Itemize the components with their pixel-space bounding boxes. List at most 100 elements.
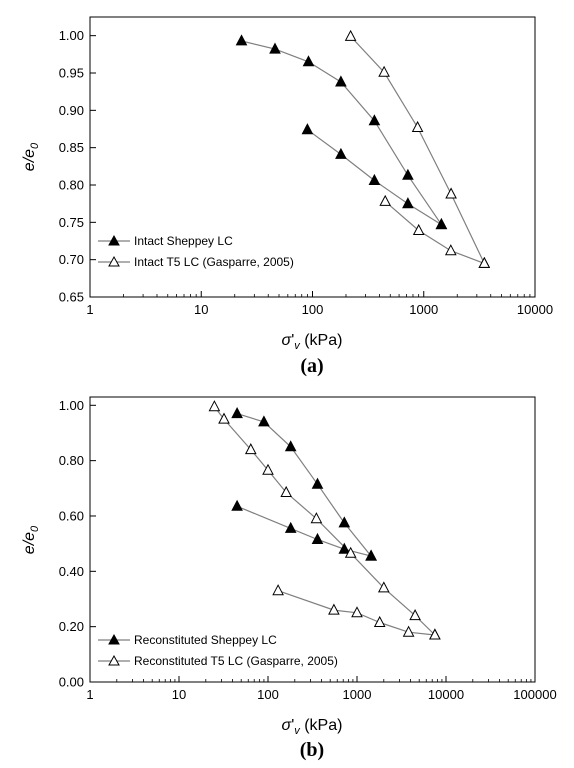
data-point-a-0-0	[235, 34, 248, 46]
y-tick-label-a-1: 0.70	[59, 252, 84, 267]
y-tick-label-b-3: 0.60	[59, 508, 84, 523]
data-point-b-1-6	[344, 546, 357, 558]
data-point-b-1-4	[280, 485, 293, 497]
legend-b-marker-0	[108, 633, 120, 645]
data-point-a-1-2	[411, 120, 424, 132]
legend-b-label-1: Reconstituted T5 LC (Gasparre, 2005)	[134, 654, 338, 668]
data-point-a-1-7	[444, 244, 457, 256]
data-point-b-1-11	[328, 603, 340, 615]
x-tick-label-b-4: 10000	[428, 687, 464, 702]
data-point-b-0-7	[284, 521, 297, 533]
panel-label-b: (b)	[300, 739, 324, 761]
data-point-b-1-8	[409, 609, 421, 621]
data-point-b-1-15	[429, 628, 441, 640]
data-point-a-0-9	[368, 173, 381, 185]
data-point-b-0-2	[284, 440, 297, 452]
data-point-a-0-7	[301, 123, 314, 135]
legend-b: Reconstituted Sheppey LC Reconstituted T…	[98, 633, 338, 668]
data-point-b-1-13	[373, 615, 386, 627]
legend-a: Intact Sheppey LC Intact T5 LC (Gasparre…	[98, 234, 294, 269]
x-tick-label-b-1: 10	[172, 687, 186, 702]
y-tick-label-a-5: 0.90	[59, 103, 84, 118]
x-ticks-b: 1 10 100 1000 10000 100000	[86, 676, 557, 702]
data-point-b-1-5	[310, 512, 323, 524]
data-point-b-1-0	[208, 400, 221, 412]
data-point-b-0-8	[311, 532, 324, 544]
y-tick-label-b-0: 0.00	[59, 675, 84, 690]
data-point-a-1-1	[378, 65, 390, 77]
data-point-b-0-1	[258, 415, 270, 427]
x-tick-label-a-2: 100	[302, 302, 324, 317]
series-markers-a	[235, 29, 491, 268]
legend-a-marker-0	[108, 234, 120, 246]
data-point-b-0-10	[365, 549, 377, 561]
y-tick-label-b-1: 0.20	[59, 619, 84, 634]
data-point-b-0-4	[338, 516, 351, 528]
chart-a: 1 10 100 1000 10000 0.65 0.70 0.75 0.80 0.85 0.90…	[21, 16, 553, 377]
data-point-b-0-0	[231, 407, 243, 419]
data-point-b-0-3	[311, 477, 324, 489]
legend-a-label-0: Intact Sheppey LC	[134, 234, 233, 248]
data-point-a-0-10	[402, 197, 414, 209]
legend-a-label-1: Intact T5 LC (Gasparre, 2005)	[134, 255, 294, 269]
data-point-b-1-14	[402, 625, 415, 637]
data-point-a-1-5	[379, 194, 392, 206]
data-point-b-0-9	[338, 542, 351, 554]
data-point-b-1-1	[218, 412, 230, 424]
y-tick-label-b-5: 1.00	[59, 398, 84, 413]
series-line-a-0-0	[241, 40, 442, 225]
data-point-a-0-3	[335, 75, 347, 87]
series-lines-a	[241, 35, 485, 264]
x-tick-label-b-2: 100	[257, 687, 279, 702]
y-tick-label-a-4: 0.85	[59, 140, 84, 155]
x-tick-label-a-0: 1	[86, 302, 93, 317]
y-tick-label-b-2: 0.40	[59, 564, 84, 579]
data-point-a-0-5	[402, 168, 414, 180]
data-point-a-1-8	[478, 256, 491, 268]
plot-frame-b	[89, 396, 536, 683]
legend-a-marker-1	[108, 255, 120, 267]
x-tick-label-a-3: 1000	[409, 302, 438, 317]
series-markers-b	[208, 400, 441, 640]
x-tick-label-b-3: 1000	[343, 687, 372, 702]
data-point-a-0-1	[269, 42, 281, 54]
x-ticks-a: 1 10 100 1000 10000	[86, 291, 553, 317]
data-point-b-1-10	[272, 584, 284, 596]
x-tick-label-b-0: 1	[86, 687, 93, 702]
data-point-b-1-3	[262, 463, 274, 475]
y-tick-label-a-6: 0.95	[59, 66, 84, 81]
data-point-a-1-6	[412, 223, 425, 235]
x-axis-label-a: σ'v (kPa)	[282, 332, 343, 352]
y-tick-label-a-2: 0.75	[59, 215, 84, 230]
series-line-a-1-1	[384, 200, 485, 264]
x-tick-label-b-5: 100000	[513, 687, 556, 702]
data-point-a-0-8	[335, 147, 347, 159]
data-point-a-0-2	[302, 55, 315, 67]
series-line-b-1-0	[213, 406, 436, 636]
y-ticks-b: 0.00 0.20 0.40 0.60 0.80 1.00	[59, 398, 96, 690]
y-tick-label-a-3: 0.80	[59, 178, 84, 193]
data-point-b-1-7	[377, 581, 390, 593]
data-point-b-0-6	[231, 499, 243, 511]
y-tick-label-a-0: 0.65	[59, 290, 84, 305]
x-axis-label-b: σ'v (kPa)	[282, 717, 343, 737]
series-line-b-0-0	[236, 413, 372, 557]
panel-label-a: (a)	[300, 355, 323, 377]
data-point-a-1-0	[344, 29, 357, 41]
x-tick-label-a-1: 10	[194, 302, 208, 317]
data-point-b-1-12	[351, 606, 363, 618]
chart-b: 1 10 100 1000 10000 100000 0.000.200.400.600.…	[21, 396, 557, 761]
data-point-b-1-2	[244, 443, 257, 455]
y-axis-label-a: e/e0	[21, 142, 41, 171]
series-line-b-1-1	[277, 590, 435, 636]
data-point-a-1-3	[445, 187, 457, 199]
series-lines-b	[213, 406, 436, 636]
y-axis-label-b: e/e0	[21, 525, 41, 554]
y-ticks-a: 0.65 0.70 0.75 0.80 0.85 0.90 0.95 1.00	[59, 28, 96, 305]
y-tick-label-b-4: 0.80	[59, 453, 84, 468]
legend-b-marker-1	[108, 654, 120, 666]
x-tick-label-a-4: 10000	[517, 302, 553, 317]
y-tick-label-a-7: 1.00	[59, 28, 84, 43]
data-point-a-0-4	[368, 114, 381, 126]
